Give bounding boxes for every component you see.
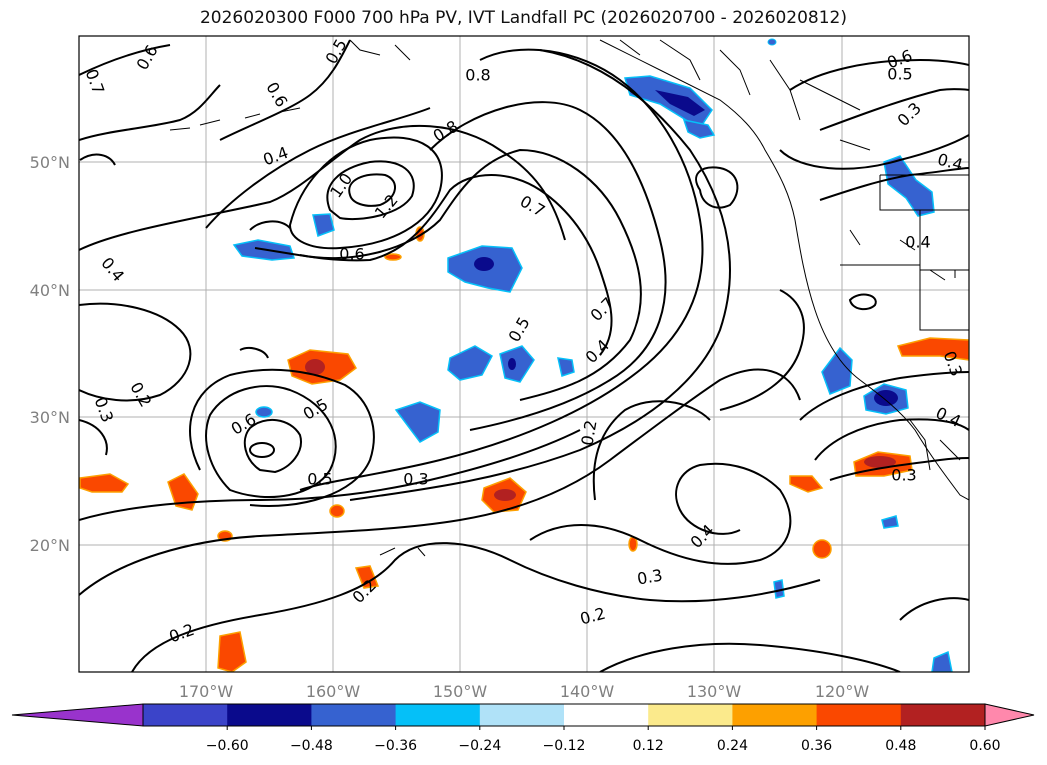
lon-label: 140°W bbox=[560, 682, 615, 701]
contour-label: 0.8 bbox=[465, 66, 490, 85]
colorbar-bin bbox=[395, 704, 481, 726]
lon-label: 160°W bbox=[306, 682, 361, 701]
colorbar-bin bbox=[311, 704, 397, 726]
lat-label: 20°N bbox=[30, 536, 70, 555]
positive-anomaly-areas bbox=[79, 226, 969, 672]
lon-label: 120°W bbox=[815, 682, 870, 701]
colorbar-tick-label: 0.36 bbox=[801, 738, 832, 754]
colorbar-tick-label: 0.24 bbox=[717, 738, 748, 754]
colorbar-bin bbox=[143, 704, 228, 726]
lon-label: 150°W bbox=[433, 682, 488, 701]
colorbar-extend-max bbox=[984, 703, 1035, 727]
colorbar-bin bbox=[648, 704, 733, 726]
colorbar-bin bbox=[479, 704, 565, 726]
colorbar-tick-label: −0.24 bbox=[458, 738, 501, 754]
colorbar-tick-label: −0.12 bbox=[543, 738, 586, 754]
colorbar-bin bbox=[227, 704, 312, 726]
colorbar-bin bbox=[564, 704, 649, 726]
map-frame bbox=[78, 35, 970, 673]
colorbar-bin bbox=[732, 704, 818, 726]
lon-label: 170°W bbox=[179, 682, 234, 701]
contour-label: 0.3 bbox=[891, 466, 916, 485]
lat-label: 50°N bbox=[30, 153, 70, 172]
colorbar-tick-label: 0.12 bbox=[633, 738, 664, 754]
contour-label: 0.3 bbox=[403, 470, 428, 489]
contour-label: 0.5 bbox=[887, 65, 912, 84]
colorbar-tick-label: −0.36 bbox=[374, 738, 417, 754]
lon-label: 130°W bbox=[687, 682, 742, 701]
pv-contours bbox=[79, 39, 969, 672]
contour-label: 0.2 bbox=[577, 419, 600, 447]
contour-label: 0.5 bbox=[307, 470, 332, 489]
map-title: 2026020300 F000 700 hPa PV, IVT Landfall… bbox=[199, 8, 847, 28]
colorbar-tick-label: 0.48 bbox=[885, 738, 916, 754]
contour-label: 0.4 bbox=[905, 233, 930, 252]
coastlines bbox=[169, 39, 969, 557]
colorbar-bin bbox=[900, 704, 986, 726]
lat-label: 40°N bbox=[30, 281, 70, 300]
colorbar-bin bbox=[816, 704, 902, 726]
colorbar-ticks: −0.60 −0.48 −0.36 −0.24 −0.12 0.12 0.24 0.36 0.4… bbox=[206, 726, 1001, 754]
contour-label: 0.3 bbox=[636, 565, 664, 588]
colorbar bbox=[11, 703, 1035, 727]
colorbar-tick-label: −0.48 bbox=[290, 738, 333, 754]
colorbar-tick-label: −0.60 bbox=[206, 738, 249, 754]
contour-label: 0.6 bbox=[339, 245, 364, 264]
lat-label: 30°N bbox=[30, 408, 70, 427]
colorbar-extend-min bbox=[11, 703, 144, 727]
colorbar-tick-label: 0.60 bbox=[969, 738, 1000, 754]
